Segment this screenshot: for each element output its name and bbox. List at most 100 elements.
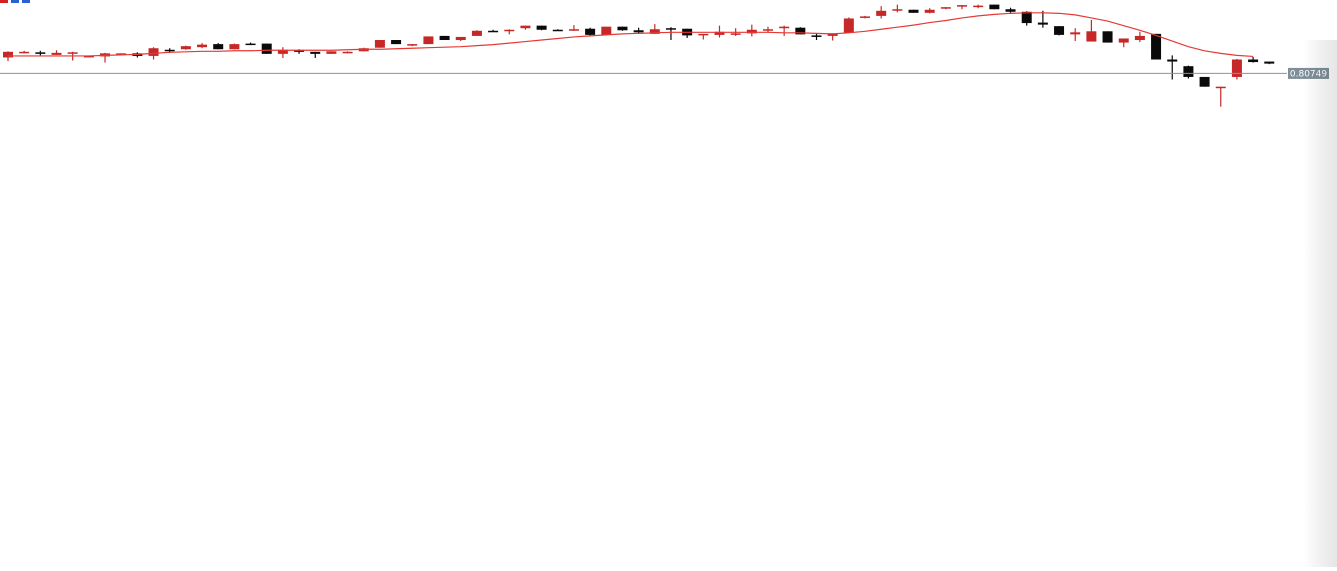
candle-body xyxy=(423,36,434,45)
candle-body xyxy=(1248,59,1259,63)
candle-body xyxy=(3,51,13,58)
candle-body xyxy=(261,43,272,54)
candle xyxy=(51,50,62,55)
candle xyxy=(779,25,790,36)
candle-body xyxy=(19,51,30,54)
moving-average-line xyxy=(8,12,1254,58)
candle-body xyxy=(520,25,531,29)
candle xyxy=(1070,28,1081,42)
candle-body xyxy=(35,52,46,54)
candle xyxy=(1037,10,1048,28)
candle-body xyxy=(552,29,563,32)
candle-body xyxy=(665,28,676,30)
candle xyxy=(989,4,1000,10)
candle xyxy=(1231,58,1242,80)
candle xyxy=(1215,86,1226,107)
price-tag-label: 0.80749 xyxy=(1290,69,1327,79)
candle-body xyxy=(67,52,78,54)
candle xyxy=(1199,76,1210,87)
candle-body xyxy=(762,29,773,31)
candle xyxy=(504,29,515,35)
candle-body xyxy=(973,5,984,8)
candle-body xyxy=(455,36,466,41)
candle-body xyxy=(601,26,612,35)
candle xyxy=(1102,31,1113,43)
candle-body xyxy=(1264,61,1275,64)
candle xyxy=(746,24,757,37)
candle xyxy=(423,36,434,45)
candle-body xyxy=(116,53,127,55)
candle-body xyxy=(83,55,94,58)
candle xyxy=(1264,61,1275,65)
candle-body xyxy=(714,31,725,35)
candle xyxy=(277,47,288,58)
candle xyxy=(1248,56,1259,63)
candle-body xyxy=(1215,86,1226,89)
candle-body xyxy=(827,33,838,36)
candle-body xyxy=(1086,31,1097,42)
candle-body xyxy=(245,43,256,46)
candle-body xyxy=(488,30,499,33)
candle-body xyxy=(746,29,757,34)
candle xyxy=(310,51,321,58)
candle xyxy=(924,8,935,14)
candle-body xyxy=(1021,11,1032,24)
candles-layer xyxy=(3,4,1275,107)
candle xyxy=(552,29,563,32)
candle-body xyxy=(649,29,660,34)
candle xyxy=(601,26,612,35)
candle-body xyxy=(180,46,191,50)
candle-body xyxy=(277,49,288,54)
candle xyxy=(843,17,854,33)
candle-body xyxy=(374,40,385,48)
candle-body xyxy=(843,18,854,33)
candle-body xyxy=(568,29,579,31)
candle xyxy=(536,25,547,31)
candle-body xyxy=(326,51,337,54)
candle-body xyxy=(957,5,968,7)
candle-body xyxy=(310,51,321,54)
candle xyxy=(213,43,224,50)
candle-body xyxy=(940,7,951,9)
candle-body xyxy=(924,9,935,13)
candle xyxy=(520,25,531,30)
candle xyxy=(35,50,46,56)
candle xyxy=(471,30,482,36)
candle xyxy=(1086,20,1097,42)
candle xyxy=(374,40,385,48)
candle xyxy=(180,45,191,50)
candle-body xyxy=(795,27,806,35)
candle-body xyxy=(1134,35,1145,41)
candle xyxy=(1005,7,1016,13)
candle xyxy=(229,43,240,50)
candle xyxy=(1167,55,1178,80)
candle xyxy=(455,36,466,42)
candle-body xyxy=(1054,26,1065,35)
candle xyxy=(585,27,596,36)
candle xyxy=(326,51,337,54)
candle xyxy=(940,7,951,10)
candle xyxy=(407,44,418,47)
candle-body xyxy=(294,50,305,52)
candle-body xyxy=(1102,31,1113,43)
candle-body xyxy=(1199,76,1210,87)
candle xyxy=(1151,33,1162,60)
candle xyxy=(811,33,822,41)
candle xyxy=(568,25,579,31)
candle xyxy=(1054,26,1065,36)
candle-body xyxy=(585,28,596,35)
candle-body xyxy=(1183,66,1194,77)
candle-body xyxy=(989,4,1000,10)
candle-body xyxy=(633,30,644,33)
candle-body xyxy=(1231,59,1242,77)
candle xyxy=(1183,65,1194,79)
candle-body xyxy=(811,35,822,37)
candle xyxy=(876,6,887,19)
candle xyxy=(617,26,628,31)
candle-body xyxy=(391,40,402,45)
candle-body xyxy=(617,26,628,31)
candle-body xyxy=(439,35,450,41)
candle xyxy=(245,42,256,46)
